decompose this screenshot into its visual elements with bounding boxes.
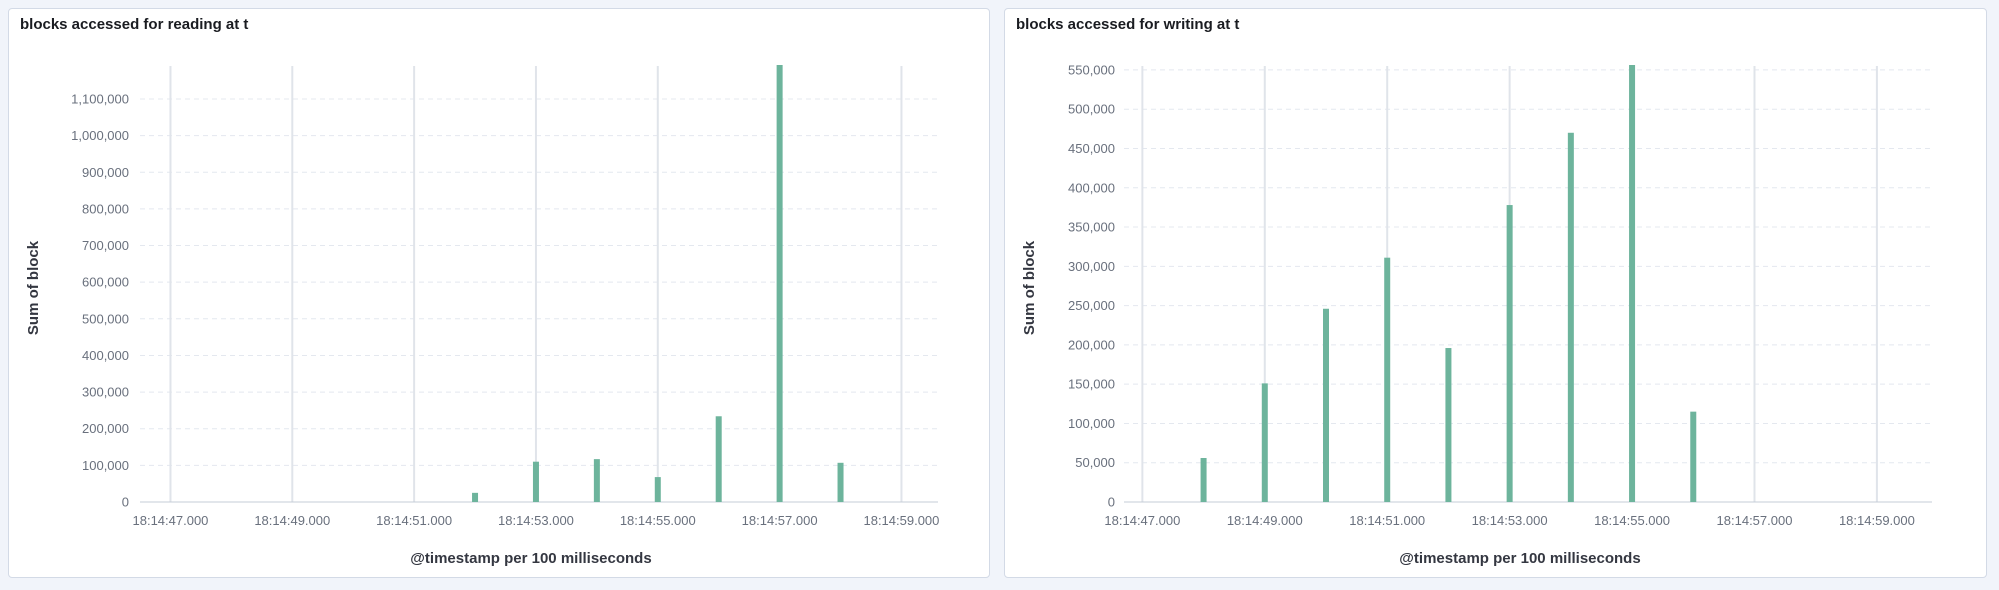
y-tick-label: 1,100,000 [71, 91, 129, 106]
y-tick-label: 350,000 [1068, 220, 1115, 235]
bar [1261, 383, 1268, 502]
bar [532, 461, 539, 502]
bar [1567, 132, 1574, 502]
writing-chart-panel: blocks accessed for writing at t 0 50,000… [1004, 8, 1987, 578]
x-tick-label: 18:14:53.000 [498, 513, 574, 528]
y-tick-label: 700,000 [82, 238, 129, 253]
y-tick-label: 500,000 [82, 311, 129, 326]
bar [472, 492, 479, 502]
chart-title: blocks accessed for reading at t [20, 16, 249, 33]
bar [715, 416, 722, 502]
bar [837, 462, 844, 502]
chart-title: blocks accessed for writing at t [1016, 16, 1240, 33]
x-tick-label: 18:14:57.000 [742, 513, 818, 528]
x-tick-label: 18:14:47.000 [1104, 513, 1180, 528]
x-tick-label: 18:14:47.000 [133, 513, 209, 528]
y-tick-label: 550,000 [1068, 62, 1115, 77]
x-tick-label: 18:14:51.000 [1349, 513, 1425, 528]
y-tick-label: 800,000 [82, 201, 129, 216]
bar [1629, 65, 1636, 502]
x-tick-label: 18:14:55.000 [620, 513, 696, 528]
bar [1690, 411, 1697, 502]
y-tick-label: 450,000 [1068, 141, 1115, 156]
y-tick-label: 100,000 [82, 458, 129, 473]
bar [1506, 205, 1513, 502]
y-tick-label: 200,000 [82, 421, 129, 436]
y-tick-label: 250,000 [1068, 298, 1115, 313]
x-tick-label: 18:14:49.000 [254, 513, 330, 528]
reading-chart-panel: blocks accessed for reading at t 0 100,00… [8, 8, 990, 578]
y-tick-label: 100,000 [1068, 416, 1115, 431]
x-axis-title: @timestamp per 100 milliseconds [1399, 550, 1640, 567]
x-tick-label: 18:14:57.000 [1717, 513, 1793, 528]
y-tick-label: 300,000 [1068, 259, 1115, 274]
bar [593, 459, 600, 502]
x-tick-label: 18:14:59.000 [863, 513, 939, 528]
x-axis-title: @timestamp per 100 milliseconds [410, 550, 651, 567]
y-tick-label: 600,000 [82, 275, 129, 290]
y-tick-label: 1,000,000 [71, 128, 129, 143]
bar [1445, 348, 1452, 502]
y-tick-label: 400,000 [82, 348, 129, 363]
y-tick-label: 400,000 [1068, 180, 1115, 195]
y-axis-title: Sum of block [25, 240, 42, 335]
bar [1384, 257, 1391, 502]
bar [654, 477, 661, 502]
y-tick-label: 500,000 [1068, 102, 1115, 117]
bar [1323, 308, 1329, 502]
y-axis-title: Sum of block [1021, 240, 1038, 335]
y-tick-label: 200,000 [1068, 337, 1115, 352]
x-tick-label: 18:14:59.000 [1839, 513, 1915, 528]
y-tick-label: 50,000 [1075, 455, 1115, 470]
y-tick-label: 0 [1108, 495, 1115, 510]
y-tick-label: 0 [122, 495, 129, 510]
reading-bar-chart: 0 100,000 200,000 300,000 400,000 500,000 600,… [25, 65, 939, 567]
y-tick-label: 900,000 [82, 165, 129, 180]
x-tick-label: 18:14:53.000 [1472, 513, 1548, 528]
y-tick-label: 150,000 [1068, 377, 1115, 392]
x-tick-label: 18:14:55.000 [1594, 513, 1670, 528]
y-tick-label: 300,000 [82, 385, 129, 400]
writing-bar-chart: 0 50,000 100,000 150,000 200,000 250,000 300,0… [1021, 62, 1932, 567]
bar [1200, 458, 1207, 502]
x-tick-label: 18:14:51.000 [376, 513, 452, 528]
x-tick-label: 18:14:49.000 [1227, 513, 1303, 528]
bar [776, 65, 783, 502]
